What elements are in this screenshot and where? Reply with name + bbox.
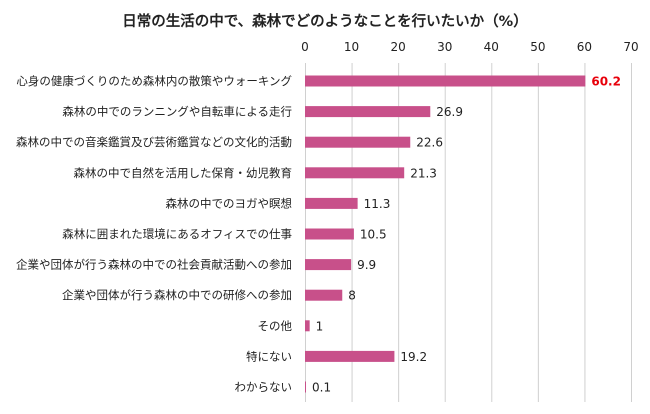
bar	[305, 289, 343, 301]
x-axis-ticks: 0 10 20 30 40 50 60 70	[301, 40, 638, 54]
value-label: 26.9	[436, 105, 463, 119]
x-tick-label: 20	[391, 40, 406, 54]
chart-title: 日常の生活の中で、森林でどのようなことを行いたいか（%）	[122, 12, 527, 30]
x-tick-label: 50	[530, 40, 545, 54]
value-label: 22.6	[416, 136, 443, 150]
category-label: わからない	[235, 380, 293, 394]
value-labels: 60.2 26.9 22.6 21.3 11.3 10.5 9.9 8 1 19.2 0.1	[312, 75, 621, 395]
category-label: 森林に囲まれた環境にあるオフィスでの仕事	[62, 227, 292, 241]
value-label: 9.9	[357, 258, 376, 272]
gridlines	[305, 63, 632, 402]
value-label: 8	[348, 289, 356, 303]
x-tick-label: 60	[577, 40, 592, 54]
bar	[305, 167, 405, 179]
bar	[305, 320, 310, 332]
category-label: 企業や団体が行う森林の中での社会貢献活動への参加	[16, 258, 292, 272]
category-label: 森林の中での音楽鑑賞及び芸術鑑賞などの文化的活動	[16, 135, 292, 149]
value-label: 11.3	[364, 197, 391, 211]
category-label: 企業や団体が行う森林の中での研修への参加	[62, 288, 292, 302]
value-label: 0.1	[312, 381, 331, 395]
value-label: 21.3	[410, 166, 437, 180]
x-tick-label: 30	[437, 40, 452, 54]
bars	[305, 75, 586, 393]
category-label: 特にない	[246, 349, 292, 363]
category-label: 森林の中でのヨガや瞑想	[166, 196, 293, 210]
value-label: 19.2	[400, 350, 427, 364]
value-label: 60.2	[591, 75, 621, 89]
bar	[305, 259, 352, 271]
bar	[305, 106, 431, 118]
bar	[305, 228, 354, 240]
x-tick-label: 0	[301, 40, 309, 54]
value-label: 1	[316, 319, 324, 333]
bar	[305, 136, 411, 148]
bar	[305, 350, 395, 362]
x-tick-label: 10	[344, 40, 359, 54]
bar	[305, 381, 306, 393]
value-label: 10.5	[360, 228, 387, 242]
category-label: 森林の中でのランニングや自転車による走行	[62, 105, 292, 119]
category-label: その他	[258, 319, 293, 333]
bar	[305, 75, 586, 87]
category-labels: 心身の健康づくりのため森林内の散策やウォーキング森林の中でのランニングや自転車に…	[16, 74, 292, 394]
bar	[305, 197, 358, 209]
x-tick-label: 70	[623, 40, 638, 54]
category-label: 心身の健康づくりのため森林内の散策やウォーキング	[16, 74, 292, 88]
category-label: 森林の中で自然を活用した保育・幼児教育	[74, 166, 293, 180]
x-tick-label: 40	[484, 40, 499, 54]
